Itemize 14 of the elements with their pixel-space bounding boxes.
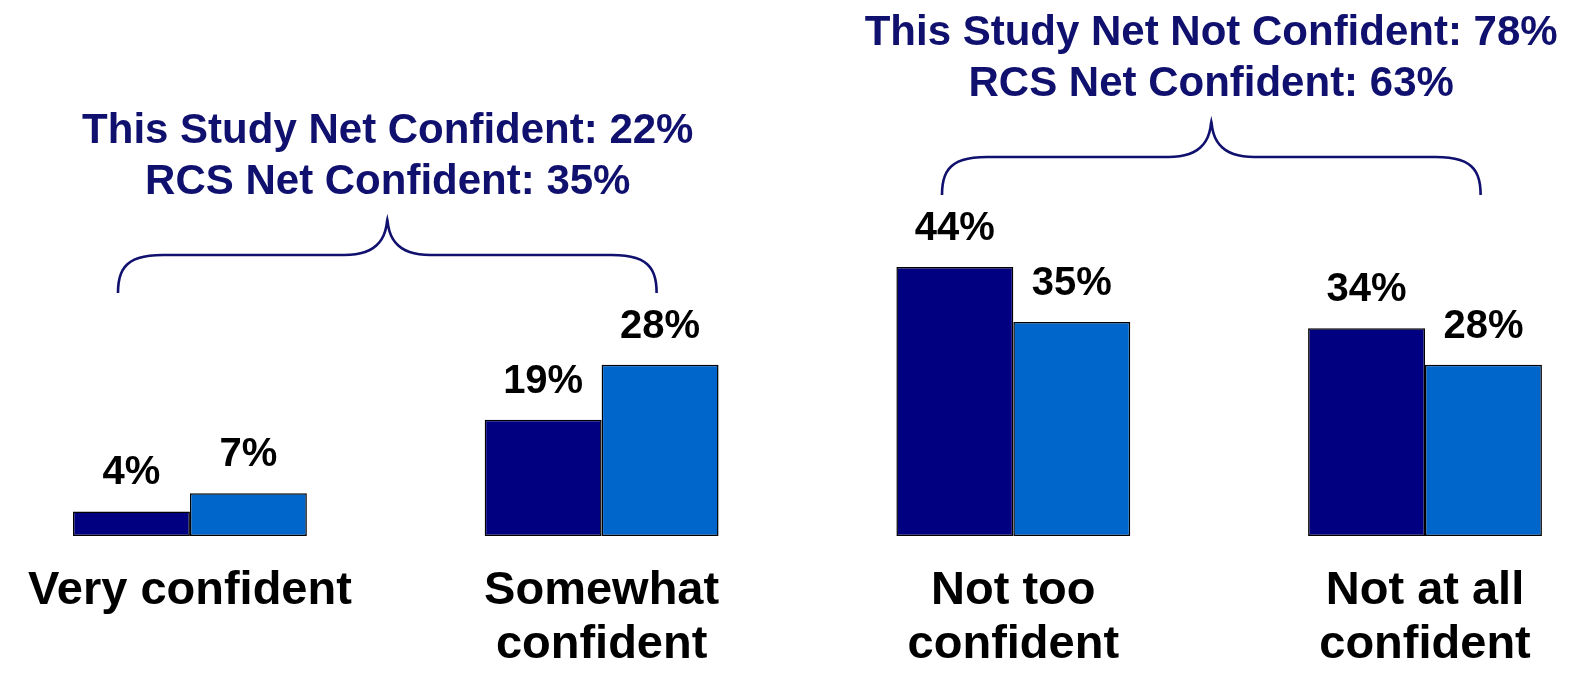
text: This Study Net Confident: 22% RCS Net Confident: 35% bbox=[82, 104, 694, 203]
data-label: 19% bbox=[503, 356, 584, 401]
x-tick-label: Not at all confident bbox=[1319, 560, 1532, 668]
data-label: 28% bbox=[1443, 301, 1524, 346]
x-tick-label: Somewhat confident bbox=[484, 560, 720, 668]
x-tick-label: Not too confident bbox=[907, 560, 1120, 668]
data-label: 44% bbox=[914, 204, 995, 249]
x-tick-label: Very confident bbox=[28, 560, 353, 614]
data-label: 35% bbox=[1031, 259, 1112, 304]
data-label: 4% bbox=[102, 448, 161, 493]
data-label: 28% bbox=[620, 301, 701, 346]
data-label: 7% bbox=[219, 430, 278, 475]
text: This Study Net Not Confident: 78% RCS Net Confident: 63% bbox=[864, 7, 1558, 106]
data-label: 34% bbox=[1326, 265, 1407, 310]
